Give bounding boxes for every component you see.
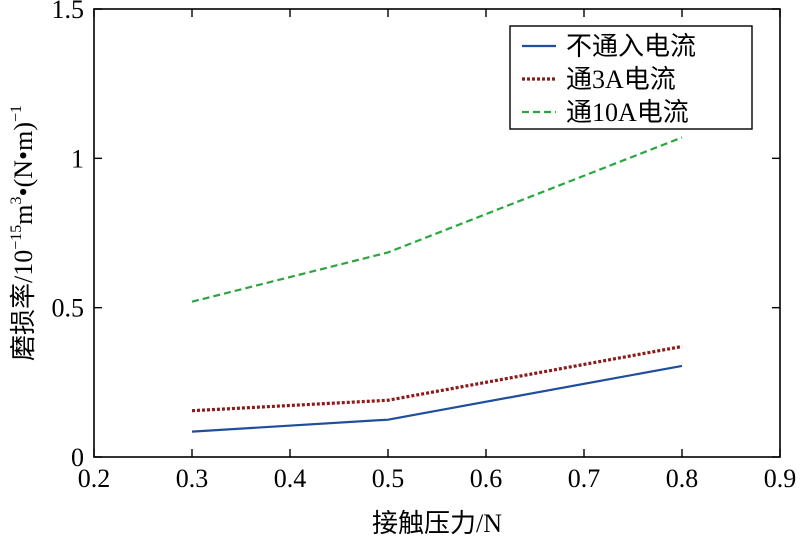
x-tick-label-1: 0.3 bbox=[176, 464, 209, 493]
y-axis-title-unit: m bbox=[9, 205, 38, 225]
y-axis-title: 磨损率/10−15m3•(N•m)−1 bbox=[8, 105, 38, 361]
y-axis-title-exp1: −15 bbox=[8, 225, 25, 250]
legend-label-2: 通10A电流 bbox=[566, 98, 689, 127]
x-tick-label-0: 0.2 bbox=[78, 464, 111, 493]
y-axis-title-tail: •(N•m) bbox=[9, 122, 38, 197]
x-tick-label-5: 0.7 bbox=[568, 464, 601, 493]
legend-label-0: 不通入电流 bbox=[566, 32, 696, 61]
series-line-0 bbox=[191, 364, 683, 433]
legend-label-1: 通3A电流 bbox=[566, 65, 676, 94]
plot-frame bbox=[93, 8, 781, 458]
x-tick-label-4: 0.6 bbox=[470, 464, 503, 493]
y-tick-label-0: 0 bbox=[71, 443, 84, 472]
series-layer bbox=[191, 136, 683, 433]
x-tick-label-7: 0.9 bbox=[764, 464, 797, 493]
y-tick-label-1: 0.5 bbox=[52, 294, 85, 323]
y-axis-title-exp2: 3 bbox=[8, 197, 25, 205]
tick-layer: 0.2 0.3 0.4 0.5 0.6 0.7 0.8 0.9 0 0.5 1 1.5 bbox=[52, 0, 797, 493]
series-line-1 bbox=[191, 344, 683, 413]
series-line-2 bbox=[191, 136, 683, 303]
x-tick-label-6: 0.8 bbox=[666, 464, 699, 493]
x-tick-label-2: 0.4 bbox=[274, 464, 307, 493]
y-tick-label-3: 1.5 bbox=[52, 0, 85, 24]
y-axis-title-exp3: −1 bbox=[8, 105, 25, 122]
y-axis-title-main: 磨损率/10 bbox=[9, 250, 38, 361]
y-tick-label-2: 1 bbox=[71, 144, 84, 173]
x-axis-title: 接触压力/N bbox=[372, 509, 502, 538]
x-tick-label-3: 0.5 bbox=[372, 464, 405, 493]
